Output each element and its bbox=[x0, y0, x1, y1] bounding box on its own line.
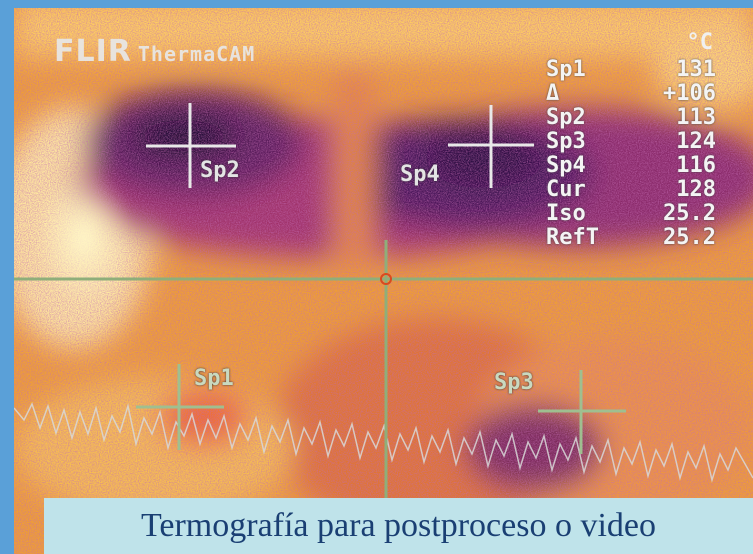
spot-label-sp4: Sp4 bbox=[400, 162, 440, 187]
readout-value: 131 bbox=[676, 57, 716, 82]
readout-value: 25.2 bbox=[663, 225, 716, 250]
flir-logo: FLIR ThermaCAM bbox=[54, 34, 255, 69]
readout-label: Sp4 bbox=[546, 153, 586, 178]
caption-banner: Termografía para postproceso o video bbox=[44, 498, 753, 554]
readout-value: 128 bbox=[676, 177, 716, 202]
readout-row: RefT 25.2 bbox=[546, 226, 716, 250]
readout-label: Δ bbox=[546, 81, 560, 106]
readout-row: Sp3 124 bbox=[546, 130, 716, 154]
logo-brand: FLIR bbox=[54, 34, 132, 69]
spot-marker-sp3 bbox=[538, 370, 626, 454]
readout-row: Sp1 131 bbox=[546, 58, 716, 82]
readout-value: 116 bbox=[676, 153, 716, 178]
spot-marker-sp1 bbox=[136, 364, 224, 450]
readout-label: Iso bbox=[546, 201, 586, 226]
thermal-canvas bbox=[14, 8, 753, 554]
readout-label: RefT bbox=[546, 225, 599, 250]
spot-label-sp1: Sp1 bbox=[194, 366, 234, 391]
readout-row: Δ +106 bbox=[546, 82, 716, 106]
thermal-image: Sp2 Sp4 Sp1 Sp3 bbox=[14, 8, 753, 554]
readout-value: 124 bbox=[676, 129, 716, 154]
temperature-unit: °C bbox=[686, 30, 714, 55]
caption-text: Termografía para postproceso o video bbox=[141, 507, 656, 544]
spot-marker-sp4 bbox=[448, 105, 534, 188]
measurement-readouts: Sp1 131 Δ +106 Sp2 113 Sp3 124 Sp4 116 Cur 128… bbox=[546, 58, 716, 250]
readout-label: Sp3 bbox=[546, 129, 586, 154]
spot-label-sp3: Sp3 bbox=[494, 370, 534, 395]
spot-marker-sp2 bbox=[146, 103, 236, 188]
spot-label-sp2: Sp2 bbox=[200, 158, 240, 183]
readout-label: Sp1 bbox=[546, 57, 586, 82]
logo-model: ThermaCAM bbox=[137, 42, 256, 66]
readout-value: 25.2 bbox=[663, 201, 716, 226]
readout-row: Cur 128 bbox=[546, 178, 716, 202]
readout-value: 113 bbox=[676, 105, 716, 130]
readout-value: +106 bbox=[663, 81, 716, 106]
readout-row: Iso 25.2 bbox=[546, 202, 716, 226]
readout-row: Sp2 113 bbox=[546, 106, 716, 130]
readout-label: Cur bbox=[546, 177, 586, 202]
readout-row: Sp4 116 bbox=[546, 154, 716, 178]
readout-label: Sp2 bbox=[546, 105, 586, 130]
